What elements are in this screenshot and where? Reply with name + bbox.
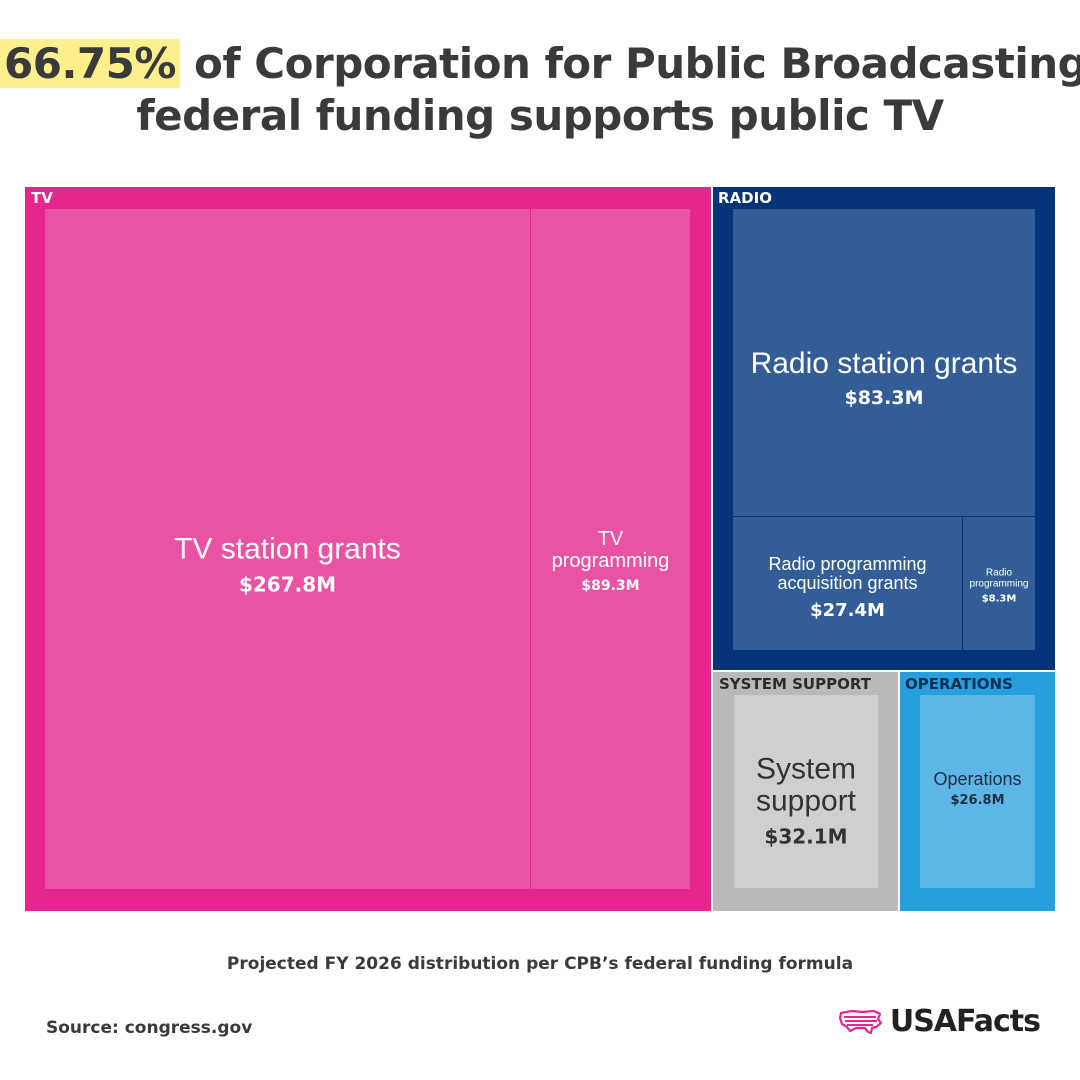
radio-programming-name: Radio programming <box>969 567 1029 590</box>
chart-subtitle: Projected FY 2026 distribution per CPB’s… <box>226 954 854 974</box>
treemap-group-tv: TV TV station grants $267.8M TV programming… <box>25 187 711 911</box>
tv-station-grants-name: TV station grants <box>174 532 401 566</box>
group-label-radio: RADIO <box>718 189 772 207</box>
operations-label: Operations $26.8M <box>920 770 1035 810</box>
radio-station-grants-name: Radio station grants <box>750 347 1018 380</box>
radio-programming-acquisition-grants-value: $27.4M <box>810 600 885 621</box>
chart-title: 66.75% of Corporation for Public Broadca… <box>0 38 1080 142</box>
logo-text: USAFacts <box>889 1004 1041 1039</box>
leaf-radio-programming: Radio programming $8.3M <box>963 517 1035 650</box>
us-map-logo-icon <box>838 1009 882 1034</box>
tv-programming-value: $89.3M <box>581 578 640 594</box>
system-support-label: System support $32.1M <box>734 752 878 851</box>
source-note: Source: congress.gov <box>46 1018 253 1038</box>
radio-programming-acquisition-grants-name: Radio programming acquisition grants <box>768 554 927 593</box>
group-label-tv: TV <box>31 189 53 207</box>
treemap-group-operations: OPERATIONS Operations $26.8M <box>900 672 1055 911</box>
tv-station-grants-value: $267.8M <box>238 572 337 597</box>
leaf-radio-programming-acquisition-grants: Radio programming acquisition grants $27.… <box>733 517 962 650</box>
operations-value: $26.8M <box>950 793 1005 808</box>
leaf-radio-station-grants: Radio station grants $83.3M <box>733 209 1035 516</box>
system-support-value: $32.1M <box>764 824 848 849</box>
title-line-1-text: of Corporation for Public Broadcasting’s <box>179 39 1080 88</box>
usafacts-logo: USAFacts <box>838 1004 1041 1039</box>
title-highlight: 66.75% <box>0 39 180 88</box>
leaf-operations: Operations $26.8M <box>920 695 1035 888</box>
leaf-tv-programming: TV programming $89.3M <box>531 209 690 889</box>
radio-station-grants-value: $83.3M <box>844 387 924 409</box>
leaf-tv-station-grants: TV station grants $267.8M <box>45 209 530 889</box>
treemap-group-radio: RADIO Radio station grants $83.3M Radio pro… <box>713 187 1055 670</box>
radio-programming-label: Radio programming $8.3M <box>963 568 1035 607</box>
treemap-group-system-support: SYSTEM SUPPORT System support $32.1M <box>713 672 898 911</box>
tv-station-grants-label: TV station grants $267.8M <box>45 532 530 599</box>
radio-station-grants-label: Radio station grants $83.3M <box>733 348 1035 412</box>
title-line-2: federal funding supports public TV <box>136 91 944 140</box>
system-support-name: System support <box>755 752 857 818</box>
radio-programming-value: $8.3M <box>981 593 1017 605</box>
leaf-system-support: System support $32.1M <box>734 695 878 888</box>
title-line-1: 66.75% of Corporation for Public Broadca… <box>0 38 1080 90</box>
radio-programming-acquisition-grants-label: Radio programming acquisition grants $27.… <box>733 555 962 623</box>
operations-name: Operations <box>933 769 1022 789</box>
group-label-operations: OPERATIONS <box>905 675 1013 693</box>
group-label-system-support: SYSTEM SUPPORT <box>719 675 871 693</box>
tv-programming-name: TV programming <box>551 528 670 572</box>
tv-programming-label: TV programming $89.3M <box>531 528 690 596</box>
